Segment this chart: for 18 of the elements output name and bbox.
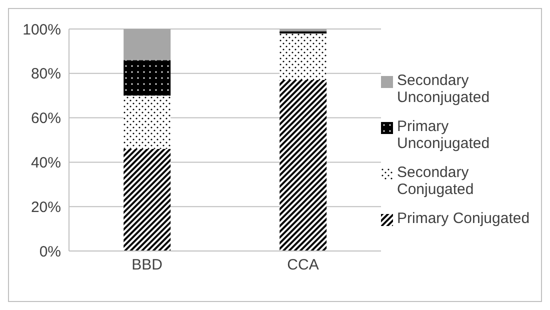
legend-label: Secondary Unconjugated	[397, 72, 491, 106]
bar	[124, 60, 171, 96]
legend-label: Primary Unconjugated	[397, 118, 491, 152]
x-tick-label: BBD	[132, 256, 163, 274]
bar	[280, 33, 327, 80]
legend-label: Secondary Conjugated	[397, 164, 475, 198]
bar	[124, 96, 171, 149]
y-tick-label: 80%	[30, 66, 61, 83]
y-tick-label: 0%	[39, 243, 61, 260]
y-tick-label: 60%	[30, 110, 61, 128]
bar	[124, 148, 171, 251]
bar	[124, 29, 171, 60]
bar	[280, 80, 327, 251]
y-tick-label: 20%	[30, 198, 61, 216]
y-tick-label: 40%	[30, 154, 61, 172]
x-tick-label: CCA	[287, 256, 319, 274]
legend-label: Primary Conjugated	[397, 210, 530, 226]
y-tick-label: 100%	[22, 21, 61, 38]
